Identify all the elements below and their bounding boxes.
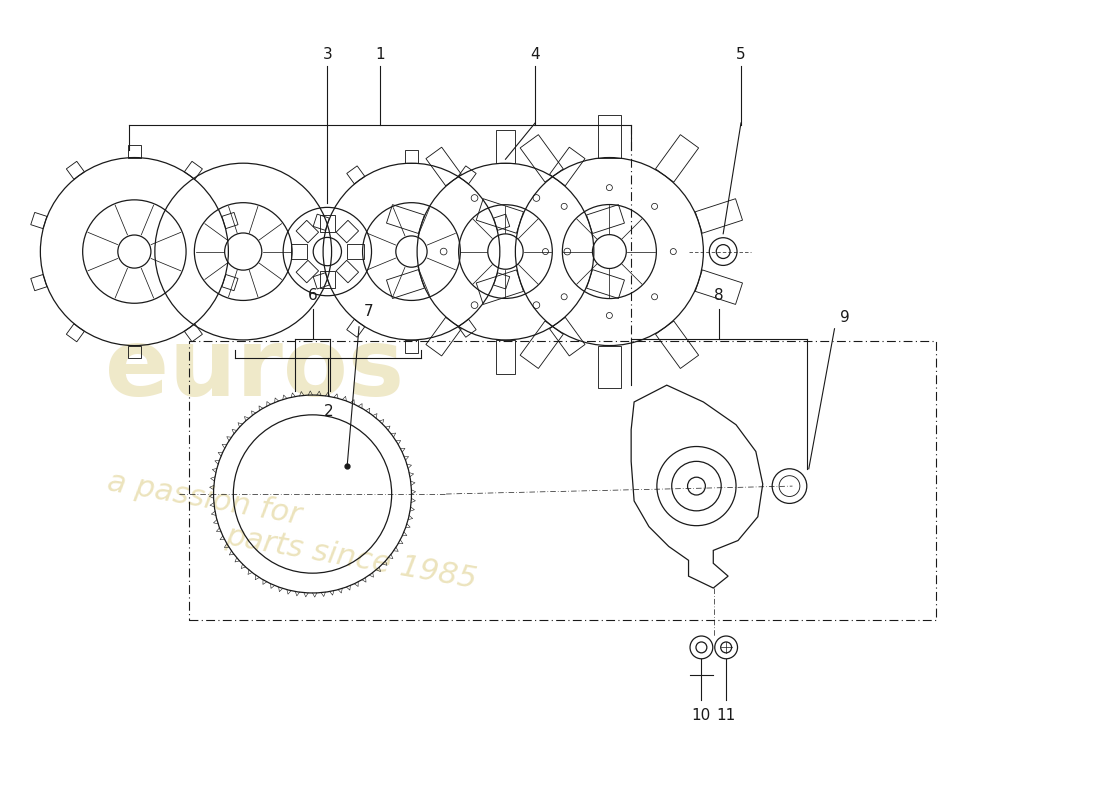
Bar bbox=[189, 341, 936, 620]
Text: 6: 6 bbox=[308, 288, 318, 303]
Text: 7: 7 bbox=[364, 304, 374, 319]
Text: euros: euros bbox=[104, 324, 404, 416]
Text: 5: 5 bbox=[736, 46, 746, 62]
Text: 9: 9 bbox=[839, 310, 849, 325]
Text: 2: 2 bbox=[323, 404, 333, 419]
Text: 10: 10 bbox=[692, 708, 711, 722]
Text: 1: 1 bbox=[375, 46, 385, 62]
Text: 3: 3 bbox=[322, 46, 332, 62]
Text: 8: 8 bbox=[714, 288, 724, 303]
Text: parts since 1985: parts since 1985 bbox=[223, 522, 480, 594]
Text: 11: 11 bbox=[716, 708, 736, 722]
Text: 4: 4 bbox=[530, 46, 540, 62]
Text: a passion for: a passion for bbox=[104, 468, 304, 530]
